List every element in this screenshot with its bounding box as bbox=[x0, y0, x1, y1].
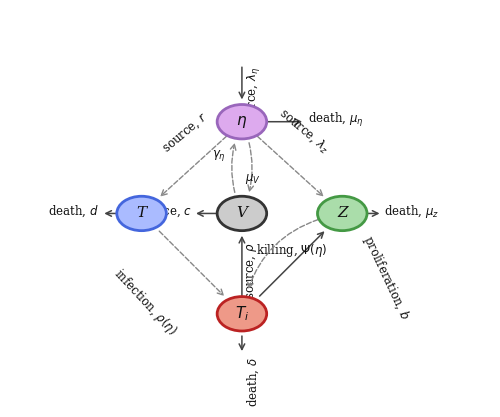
Text: clearance, $c$: clearance, $c$ bbox=[118, 203, 192, 219]
Ellipse shape bbox=[217, 296, 266, 331]
Text: T: T bbox=[136, 206, 146, 221]
Text: death, $\mu_z$: death, $\mu_z$ bbox=[384, 203, 439, 220]
Text: death, $\mu_\eta$: death, $\mu_\eta$ bbox=[308, 111, 364, 129]
Text: V: V bbox=[236, 206, 248, 221]
Text: killing, $\Psi(\eta)$: killing, $\Psi(\eta)$ bbox=[256, 242, 328, 259]
Text: source, $r$: source, $r$ bbox=[160, 111, 212, 156]
Text: source, $\rho$: source, $\rho$ bbox=[246, 243, 260, 299]
Ellipse shape bbox=[318, 196, 367, 231]
Ellipse shape bbox=[217, 105, 266, 139]
Text: $\gamma_\eta$: $\gamma_\eta$ bbox=[212, 148, 226, 163]
Text: source, $\lambda_\eta$: source, $\lambda_\eta$ bbox=[246, 67, 262, 128]
Text: $\eta$: $\eta$ bbox=[236, 114, 248, 130]
Ellipse shape bbox=[217, 196, 266, 231]
Text: $\mu_V$: $\mu_V$ bbox=[245, 172, 260, 186]
Text: proliferation, $b$: proliferation, $b$ bbox=[360, 233, 414, 323]
Text: death, $d$: death, $d$ bbox=[48, 203, 98, 219]
Text: source, $\lambda_z$: source, $\lambda_z$ bbox=[276, 106, 332, 156]
Text: death, $\delta$: death, $\delta$ bbox=[246, 357, 261, 407]
Text: $T_i$: $T_i$ bbox=[235, 304, 249, 323]
Ellipse shape bbox=[117, 196, 166, 231]
Text: Z: Z bbox=[337, 206, 347, 221]
Text: infection, $\rho(\eta)$: infection, $\rho(\eta)$ bbox=[110, 265, 180, 339]
